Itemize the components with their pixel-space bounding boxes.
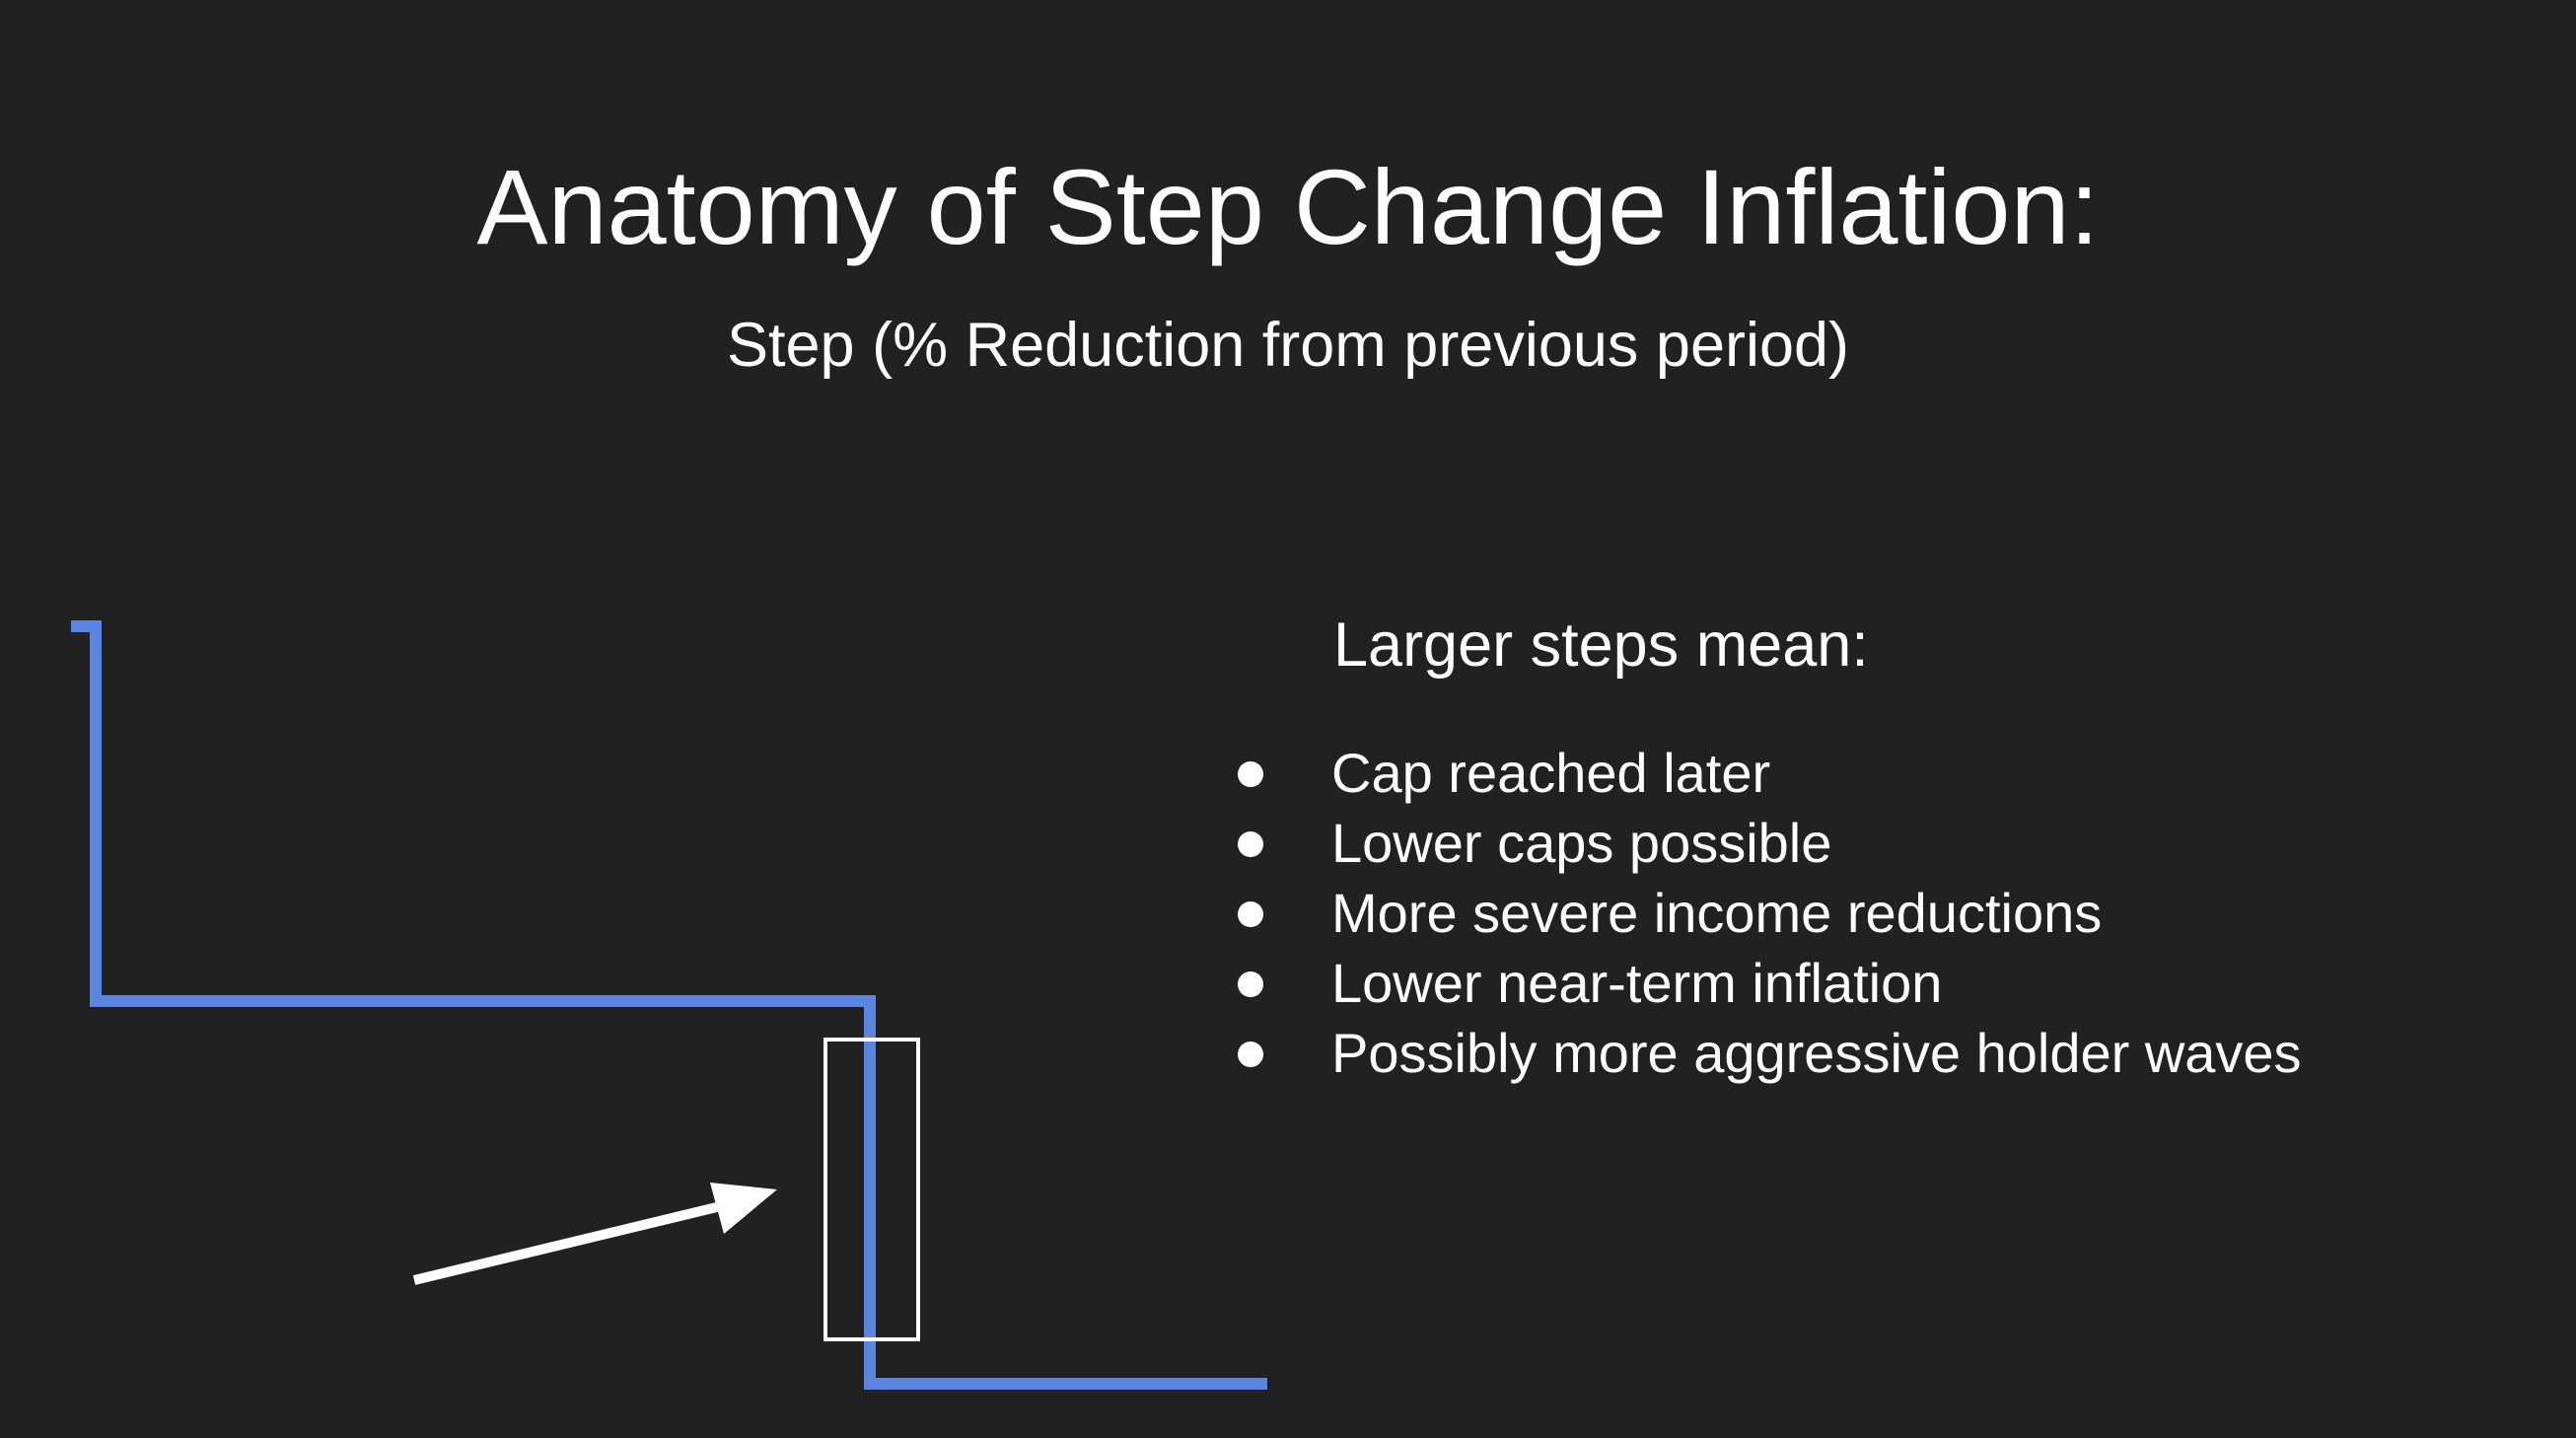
list-item: Cap reached later	[1223, 738, 2308, 808]
step-line	[71, 620, 1267, 1390]
list-item-text: Possibly more aggressive holder waves	[1331, 1022, 2302, 1084]
list-item-text: More severe income reductions	[1331, 882, 2103, 944]
consequence-list: Cap reached later Lower caps possible Mo…	[1223, 738, 2308, 1088]
bullet-icon	[1238, 971, 1263, 997]
list-item-text: Cap reached later	[1331, 742, 1771, 804]
bullet-icon	[1238, 901, 1263, 927]
list-item: More severe income reductions	[1223, 878, 2308, 948]
bullet-icon	[1238, 1042, 1263, 1067]
step-highlight-box	[823, 1038, 920, 1341]
list-item: Lower caps possible	[1223, 808, 2308, 878]
slide-subtitle: Step (% Reduction from previous period)	[726, 311, 1850, 380]
bullet-icon	[1238, 831, 1263, 857]
list-item-text: Lower near-term inflation	[1331, 952, 1943, 1014]
slide-title: Anatomy of Step Change Inflation:	[476, 147, 2100, 266]
bullet-icon	[1238, 761, 1263, 787]
list-item: Possibly more aggressive holder waves	[1223, 1018, 2308, 1088]
list-item: Lower near-term inflation	[1223, 948, 2308, 1018]
list-item-text: Lower caps possible	[1331, 812, 1832, 874]
panel-heading: Larger steps mean:	[1333, 611, 1869, 680]
arrow-right-icon	[412, 1183, 777, 1285]
